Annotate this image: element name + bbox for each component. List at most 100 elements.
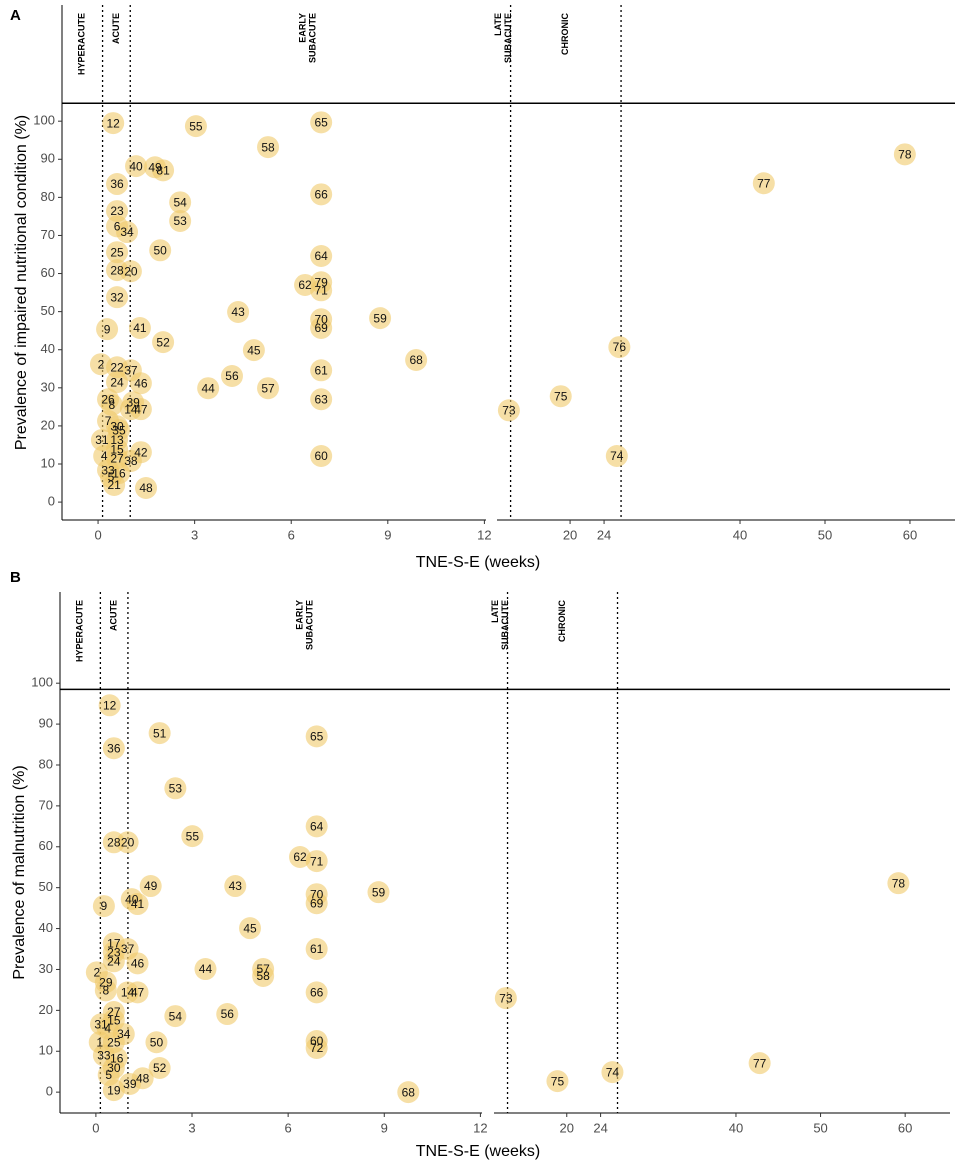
data-point (310, 183, 333, 206)
data-point (305, 850, 328, 873)
point-label: 57 (261, 381, 275, 395)
data-point (126, 981, 149, 1004)
point-label: 70 (310, 887, 324, 901)
point-label: 46 (134, 376, 148, 390)
point-label: 63 (314, 392, 328, 406)
point-label: 27 (107, 1005, 121, 1019)
point-label: 2 (94, 965, 101, 979)
data-point (549, 385, 572, 408)
point-label: 32 (110, 290, 124, 304)
data-point (310, 317, 333, 340)
x-axis-title: TNE-S-E (weeks) (416, 1143, 540, 1160)
phase-label: CHRONIC (560, 13, 570, 55)
data-point (887, 872, 910, 895)
point-label: 56 (221, 1007, 235, 1021)
data-point (126, 893, 149, 916)
x-tick-label: 60 (898, 1120, 912, 1135)
point-label: 26 (101, 392, 115, 406)
point-label: 44 (199, 962, 213, 976)
point-label: 43 (229, 879, 243, 893)
point-label: 16 (112, 466, 126, 480)
y-tick-label: 90 (39, 716, 53, 731)
data-point (152, 331, 175, 354)
point-label: 60 (314, 449, 328, 463)
x-tick-label: 9 (384, 527, 391, 542)
data-point (92, 895, 115, 918)
point-label: 14 (121, 986, 135, 1000)
point-label: 68 (409, 353, 423, 367)
x-tick-label: 12 (473, 1120, 487, 1135)
point-label: 37 (124, 363, 138, 377)
point-label: 77 (753, 1056, 767, 1070)
data-point (367, 881, 390, 904)
data-point (546, 1070, 569, 1093)
point-label: 19 (107, 1083, 121, 1097)
data-point (252, 965, 275, 988)
point-label: 68 (402, 1085, 416, 1099)
data-point (119, 260, 142, 283)
point-label: 57 (256, 962, 270, 976)
x-tick-label: 0 (92, 1120, 99, 1135)
data-point (181, 825, 204, 848)
x-tick-label: 20 (560, 1120, 574, 1135)
point-label: 81 (156, 163, 170, 177)
data-point (239, 917, 262, 940)
y-tick-label: 70 (39, 797, 53, 812)
phase-label: CHRONIC (557, 600, 567, 642)
point-label: 12 (103, 698, 117, 712)
y-tick-label: 60 (39, 838, 53, 853)
point-label: 15 (110, 442, 124, 456)
point-label: 27 (110, 451, 124, 465)
y-tick-label: 30 (39, 961, 53, 976)
point-label: 15 (107, 1013, 121, 1027)
point-label: 61 (314, 363, 328, 377)
point-label: 30 (110, 419, 124, 433)
x-tick-label: 12 (477, 527, 491, 542)
phase-label: EARLY (294, 600, 304, 630)
point-label: 64 (310, 819, 324, 833)
data-point (164, 1005, 187, 1028)
point-label: 53 (173, 214, 187, 228)
point-label: 33 (101, 463, 115, 477)
data-point (305, 1036, 328, 1059)
point-label: 74 (606, 1065, 620, 1079)
point-label: 66 (310, 986, 324, 1000)
data-point (102, 950, 125, 973)
point-label: 28 (107, 835, 121, 849)
point-label: 59 (373, 311, 387, 325)
x-tick-label: 50 (813, 1120, 827, 1135)
point-label: 40 (125, 892, 139, 906)
phase-label: HYPERACUTE (77, 13, 87, 75)
point-label: 5 (105, 1068, 112, 1082)
point-label: 59 (372, 885, 386, 899)
point-label: 53 (169, 781, 183, 795)
y-tick-label: 80 (39, 756, 53, 771)
point-label: 66 (314, 187, 328, 201)
data-point (369, 307, 392, 330)
point-label: 36 (110, 177, 124, 191)
x-axis-title: TNE-S-E (weeks) (416, 554, 540, 571)
phase-label: ACUTE (109, 600, 119, 631)
data-point (102, 1079, 125, 1102)
data-point (405, 349, 428, 372)
point-label: 37 (121, 942, 135, 956)
data-point (106, 241, 129, 264)
point-label: 69 (310, 896, 324, 910)
y-tick-label: 40 (39, 920, 53, 935)
point-label: 47 (131, 986, 145, 1000)
point-label: 50 (150, 1035, 164, 1049)
x-tick-label: 9 (381, 1120, 388, 1135)
point-label: 73 (499, 991, 513, 1005)
data-point (145, 1031, 168, 1054)
panel-letter: B (10, 569, 21, 586)
data-point (497, 399, 520, 422)
point-label: 22 (110, 360, 124, 374)
point-label: 75 (554, 389, 568, 403)
point-label: 25 (110, 245, 124, 259)
data-point (152, 159, 175, 182)
phase-label: LATE (493, 13, 503, 36)
y-axis-title: Prevalence of impaired nutritional condi… (13, 115, 30, 450)
point-label: 8 (109, 398, 116, 412)
point-label: 79 (314, 275, 328, 289)
data-point (139, 875, 162, 898)
